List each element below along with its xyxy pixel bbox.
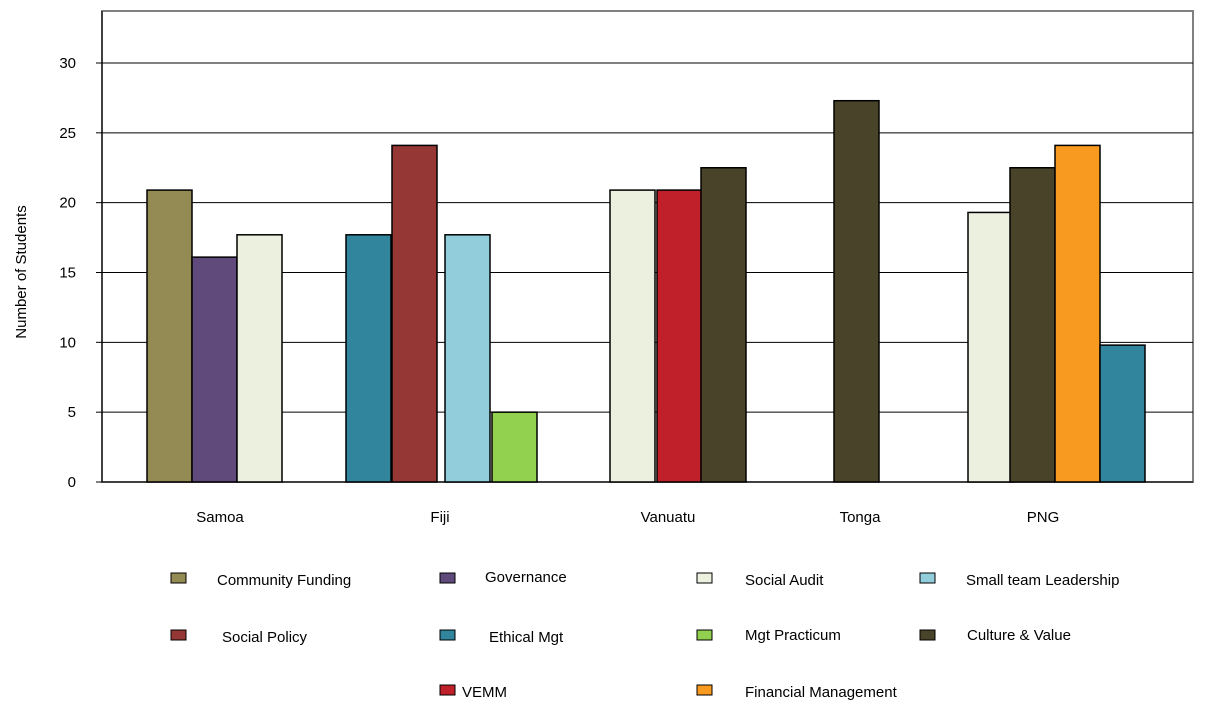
legend-label: Small team Leadership: [966, 572, 1119, 589]
legend-item-ethical-mgt: Ethical Mgt: [439, 629, 564, 646]
legend-swatch: [919, 629, 936, 641]
bar-fiji-ethical-mgt: [345, 234, 392, 483]
x-tick-label: Fiji: [430, 509, 449, 526]
y-tick-label: 5: [68, 404, 76, 421]
legend-label: Social Policy: [222, 629, 308, 646]
y-tick-labels: 0 5 10 15 20 25 30: [59, 55, 76, 491]
legend-swatch: [439, 572, 456, 584]
x-tick-label: PNG: [1027, 509, 1060, 526]
x-tick-label: Samoa: [196, 509, 244, 526]
legend-label: Ethical Mgt: [489, 629, 564, 646]
legend-item-vemm: VEMM: [439, 684, 507, 701]
legend-swatch: [439, 629, 456, 641]
legend-swatch: [696, 629, 713, 641]
y-tick-label: 30: [59, 55, 76, 72]
bar-tonga-culture-value: [833, 99, 880, 483]
legend-label: Culture & Value: [967, 627, 1071, 644]
bar-samoa-community-funding: [146, 189, 193, 483]
bar-vanuatu-vemm: [656, 189, 703, 483]
axes: [101, 11, 1193, 483]
bars: [146, 99, 1146, 483]
bar-png-social-audit: [967, 211, 1014, 483]
x-tick-label: Tonga: [840, 509, 882, 526]
y-tick-label: 20: [59, 195, 76, 212]
legend-label: Mgt Practicum: [745, 627, 841, 644]
bar-fiji-mgt-practicum: [491, 411, 538, 483]
bar-fiji-small-team-leadership: [444, 234, 491, 483]
bar-vanuatu-culture-value: [700, 167, 747, 483]
legend-label: VEMM: [462, 684, 507, 701]
legend-swatch: [170, 572, 187, 584]
legend-label: Social Audit: [745, 572, 824, 589]
legend-item-social-audit: Social Audit: [696, 572, 824, 589]
x-tick-labels: Samoa Fiji Vanuatu Tonga PNG: [196, 509, 1059, 526]
y-tick-label: 0: [68, 474, 76, 491]
bar-samoa-governance: [191, 256, 238, 483]
bar-fiji-social-policy: [391, 144, 438, 483]
y-tick-label: 10: [59, 334, 76, 351]
legend-swatch: [439, 684, 456, 696]
legend: Community Funding Governance Social Audit S…: [170, 569, 1119, 701]
legend-label: Governance: [485, 569, 567, 586]
legend-item-governance: Governance: [439, 569, 567, 586]
legend-swatch: [919, 572, 936, 584]
y-axis-label: Number of Students: [13, 205, 30, 338]
legend-swatch: [696, 572, 713, 584]
legend-swatch: [170, 629, 187, 641]
legend-swatch: [696, 684, 713, 696]
y-tick-label: 15: [59, 265, 76, 282]
legend-label: Community Funding: [217, 572, 351, 589]
bar-png-financial-management: [1054, 144, 1101, 483]
legend-label: Financial Management: [745, 684, 898, 701]
bar-vanuatu-social-audit: [609, 189, 656, 483]
bar-png-ethical-mgt: [1099, 344, 1146, 483]
legend-item-small-team-leadership: Small team Leadership: [919, 572, 1119, 589]
bar-samoa-social-audit: [236, 234, 283, 483]
legend-item-community-funding: Community Funding: [170, 572, 351, 589]
y-tick-label: 25: [59, 125, 76, 142]
legend-item-culture-value: Culture & Value: [919, 627, 1071, 644]
legend-item-mgt-practicum: Mgt Practicum: [696, 627, 841, 644]
legend-item-financial-management: Financial Management: [696, 684, 898, 701]
bar-png-culture-value: [1009, 167, 1056, 483]
x-tick-label: Vanuatu: [641, 509, 696, 526]
legend-item-social-policy: Social Policy: [170, 629, 308, 646]
